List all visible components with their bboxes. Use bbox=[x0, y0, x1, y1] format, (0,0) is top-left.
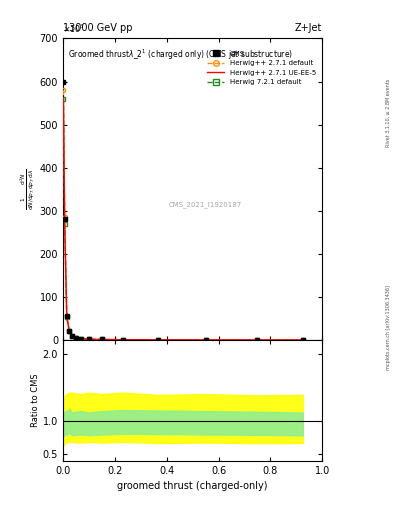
Y-axis label: Ratio to CMS: Ratio to CMS bbox=[31, 374, 40, 428]
Y-axis label: $\frac{1}{\mathrm{d}N/\mathrm{d}p_T}\frac{\mathrm{d}^2N}{\mathrm{d}p_T\,\mathrm{: $\frac{1}{\mathrm{d}N/\mathrm{d}p_T}\fra… bbox=[18, 168, 37, 210]
Text: Rivet 3.1.10, ≥ 2.8M events: Rivet 3.1.10, ≥ 2.8M events bbox=[386, 78, 391, 147]
X-axis label: groomed thrust (charged-only): groomed thrust (charged-only) bbox=[118, 481, 268, 491]
Text: $\times10^3$: $\times10^3$ bbox=[63, 23, 84, 35]
Text: 13000 GeV pp: 13000 GeV pp bbox=[63, 23, 132, 33]
Text: Z+Jet: Z+Jet bbox=[295, 23, 322, 33]
Text: mcplots.cern.ch [arXiv:1306.3436]: mcplots.cern.ch [arXiv:1306.3436] bbox=[386, 285, 391, 370]
Text: Groomed thrust$\lambda$_2$^1$ (charged only) (CMS jet substructure): Groomed thrust$\lambda$_2$^1$ (charged o… bbox=[68, 48, 293, 62]
Text: CMS_2021_I1920187: CMS_2021_I1920187 bbox=[169, 201, 242, 208]
Legend: CMS, Herwig++ 2.7.1 default, Herwig++ 2.7.1 UE-EE-5, Herwig 7.2.1 default: CMS, Herwig++ 2.7.1 default, Herwig++ 2.… bbox=[204, 48, 319, 88]
